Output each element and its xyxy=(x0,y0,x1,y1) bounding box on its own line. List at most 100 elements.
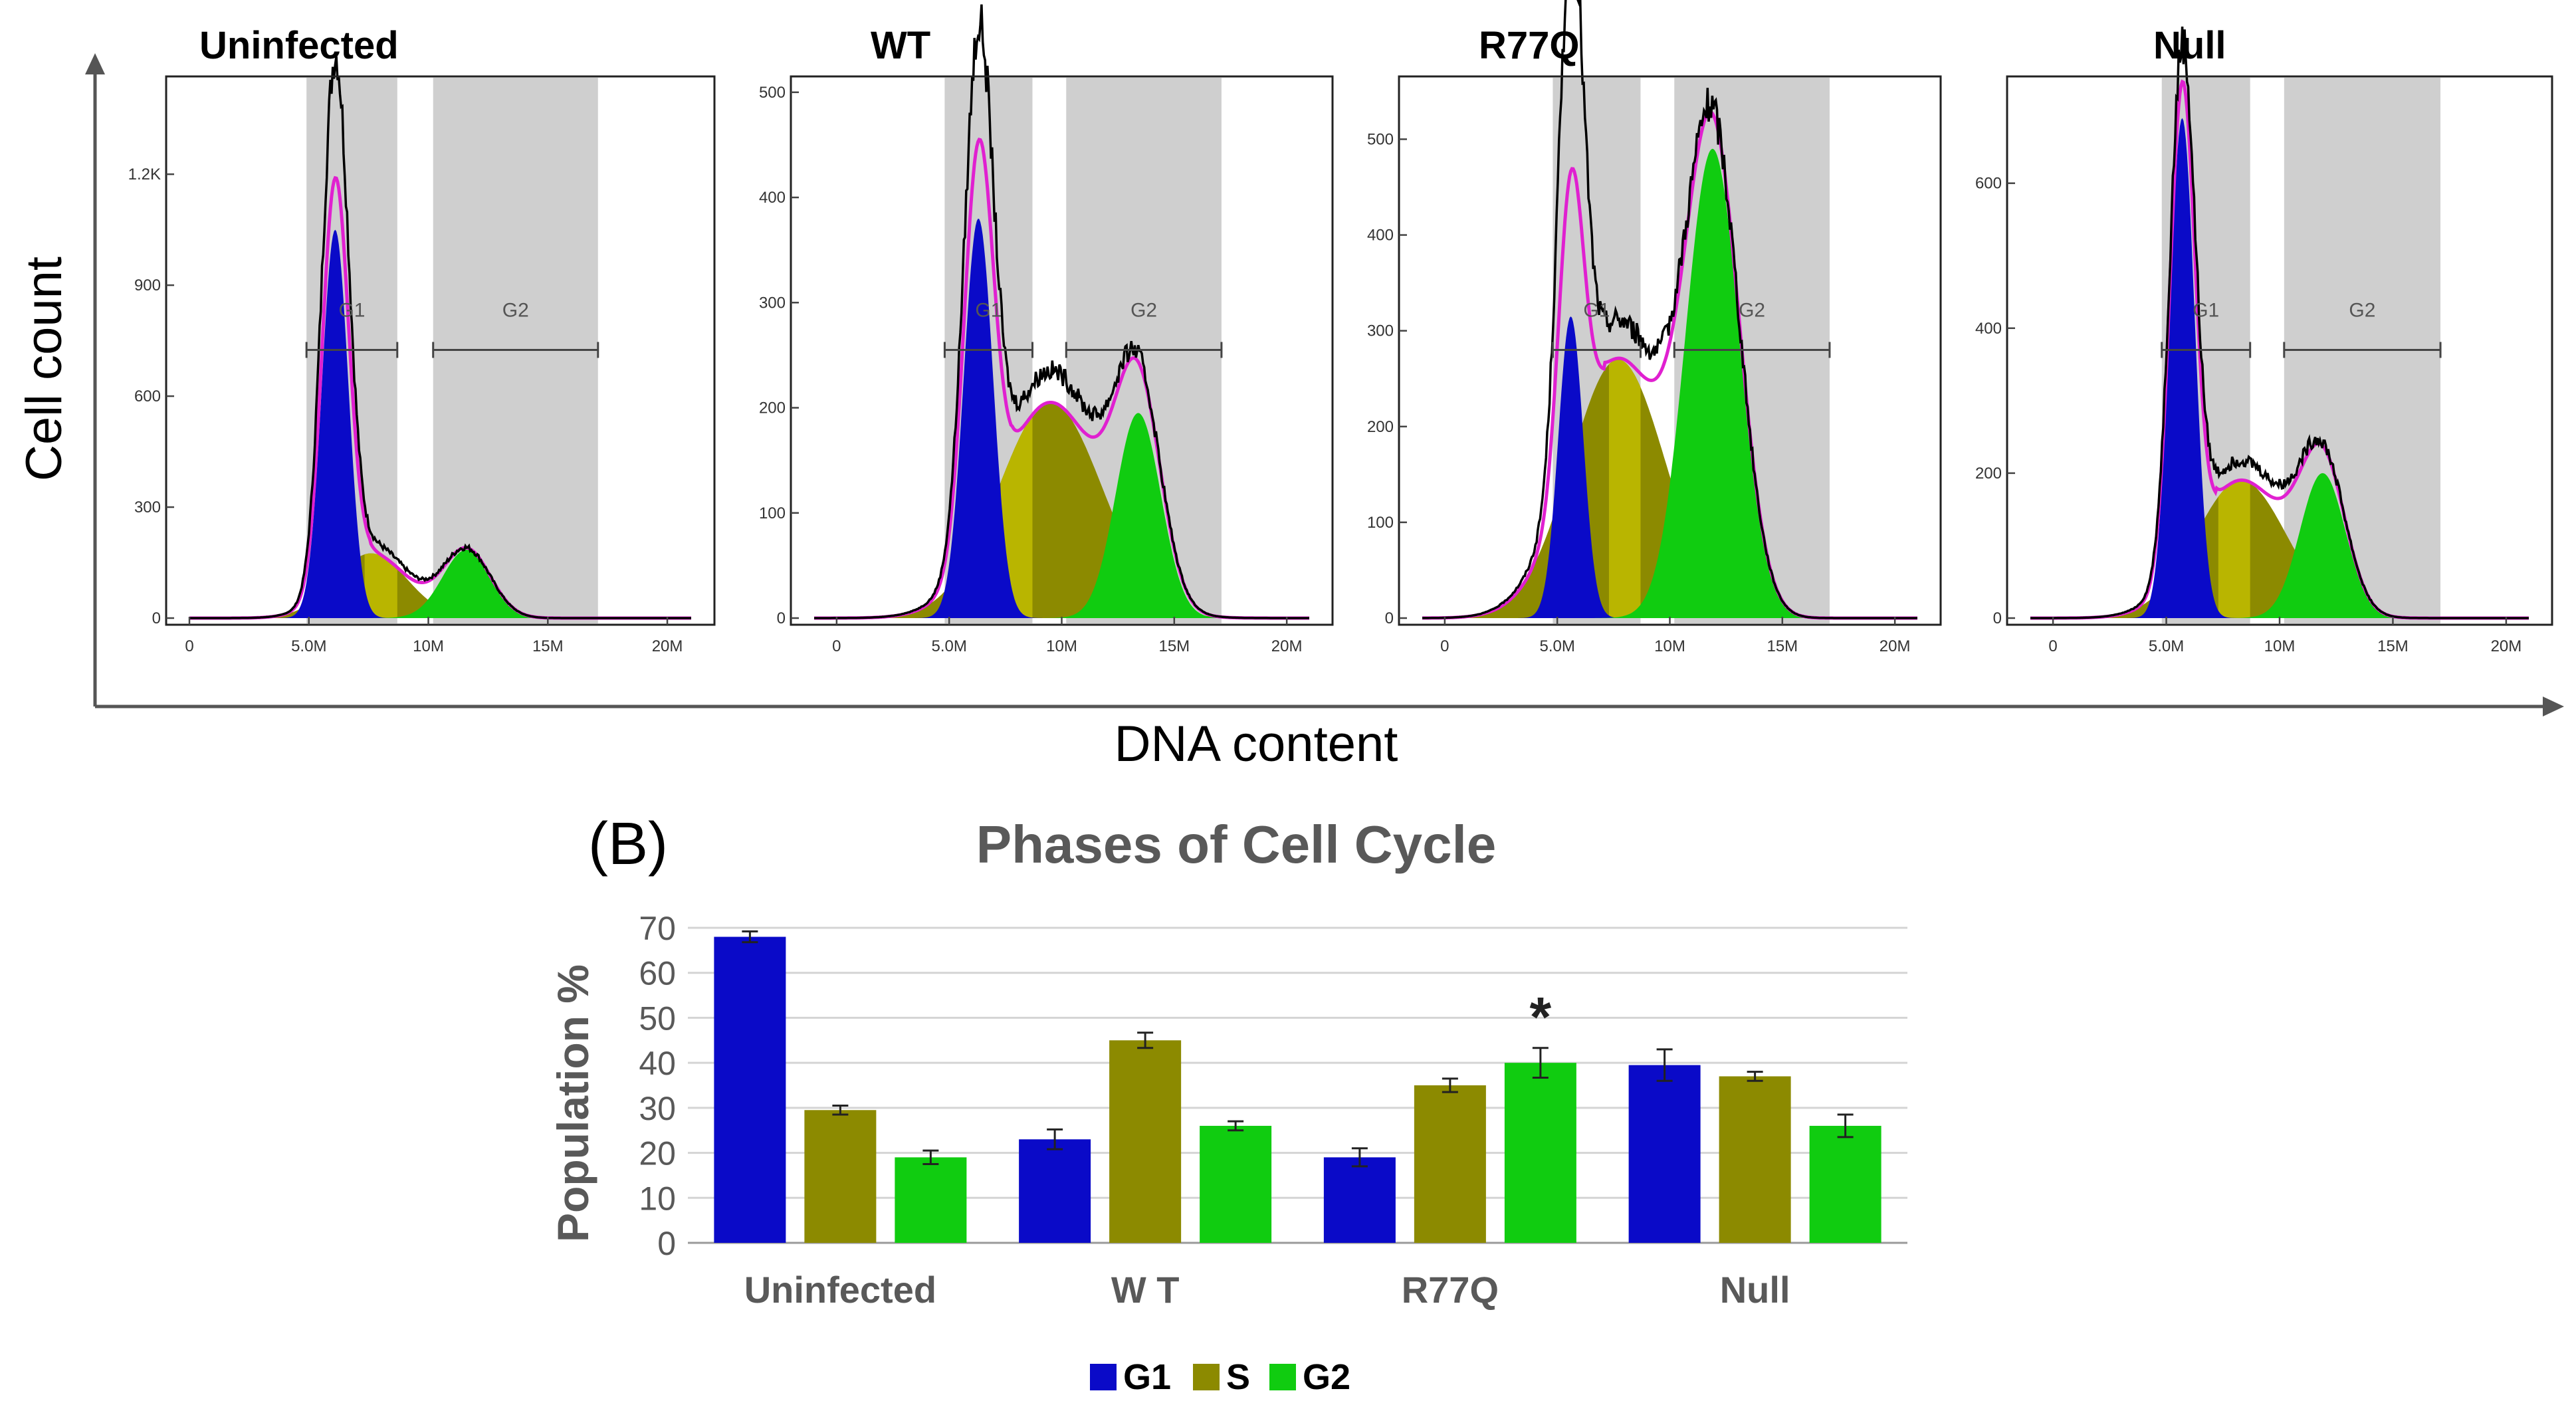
panel-a-x-axis-label: DNA content xyxy=(1115,716,1398,772)
y-tick-label: 500 xyxy=(759,84,786,102)
panel-a-y-axis-label: Cell count xyxy=(16,257,72,481)
x-tick-label: 0 xyxy=(832,637,841,655)
bar-chart-annotations: * xyxy=(1530,986,1552,1048)
y-tick-label: 100 xyxy=(1367,514,1394,532)
x-tick-label: 20M xyxy=(1271,637,1303,655)
legend-label-g1: G1 xyxy=(1123,1357,1171,1397)
x-tick-label: 20M xyxy=(652,637,683,655)
gate-g1-label: G1 xyxy=(1583,300,1610,322)
histogram-wt: WT G1 G2 0 100 200 300 400 500 0 5.0M 10M 15M 20M xyxy=(759,4,1334,655)
y-tick-label: 0 xyxy=(152,609,161,627)
bar-g1 xyxy=(714,936,786,1243)
y-tick-label: 500 xyxy=(1367,130,1394,148)
panel-b-title: Phases of Cell Cycle xyxy=(976,815,1497,874)
y-tick-label: 0 xyxy=(777,609,786,627)
legend-swatch-s xyxy=(1193,1364,1220,1390)
x-tick-label: 0 xyxy=(1440,637,1449,655)
y-tick-label: 900 xyxy=(134,276,161,294)
g1-phase-area xyxy=(189,229,691,619)
x-tick-label: 15M xyxy=(2377,637,2409,655)
s-phase-highlight xyxy=(2218,480,2250,618)
x-tick-label: 5.0M xyxy=(2149,637,2184,655)
bar-g2 xyxy=(1200,1125,1272,1243)
panel-a-x-axis-arrow xyxy=(2543,697,2564,716)
y-tick-label: 600 xyxy=(1975,175,2002,193)
bar-chart-bars xyxy=(714,930,1881,1243)
y-tick-label: 20 xyxy=(639,1135,676,1172)
x-category-label: W T xyxy=(1111,1269,1180,1311)
histogram-null: Null G1 G2 0 200 400 600 0 5.0M 10M 15M 20M xyxy=(1975,24,2553,655)
y-tick-label: 300 xyxy=(1367,322,1394,340)
x-tick-label: 5.0M xyxy=(291,637,326,655)
x-tick-label: 10M xyxy=(2264,637,2296,655)
y-tick-label: 0 xyxy=(657,1225,676,1262)
y-tick-label: 10 xyxy=(639,1180,676,1217)
x-tick-label: 5.0M xyxy=(1540,637,1575,655)
significance-asterisk: * xyxy=(1530,986,1552,1048)
y-tick-label: 70 xyxy=(639,910,676,947)
x-tick-label: 15M xyxy=(532,637,564,655)
raw-data-curve xyxy=(814,4,1309,619)
x-category-label: Null xyxy=(1720,1269,1790,1311)
bar-chart-legend: G1 S G2 xyxy=(1090,1357,1350,1397)
x-tick-label: 10M xyxy=(1046,637,1077,655)
x-tick-label: 15M xyxy=(1767,637,1798,655)
panel-a-axes: Cell count DNA content xyxy=(16,53,2564,772)
s-phase-area xyxy=(814,402,1309,618)
y-tick-label: 300 xyxy=(134,498,161,516)
histogram-title: Uninfected xyxy=(199,24,399,67)
y-tick-label: 1.2K xyxy=(128,165,161,183)
x-tick-label: 15M xyxy=(1158,637,1190,655)
gate-g2-label: G2 xyxy=(1739,300,1765,322)
bar-s xyxy=(1719,1076,1791,1243)
x-category-label: Uninfected xyxy=(744,1269,936,1311)
x-tick-label: 10M xyxy=(413,637,444,655)
gate-g2-label: G2 xyxy=(502,300,529,322)
gate-g1-label: G1 xyxy=(2193,300,2219,322)
bar-g1 xyxy=(1019,1139,1091,1243)
s-phase-highlight xyxy=(1608,359,1641,618)
y-tick-label: 200 xyxy=(1975,465,2002,483)
bar-chart-gridlines xyxy=(688,926,1907,1244)
y-tick-label: 300 xyxy=(759,294,786,312)
y-tick-label: 0 xyxy=(1385,609,1394,627)
x-tick-label: 20M xyxy=(2491,637,2522,655)
y-tick-label: 100 xyxy=(759,504,786,522)
bar-g2 xyxy=(1504,1063,1576,1243)
y-tick-label: 0 xyxy=(1993,609,2002,627)
bar-chart-y-ticks: 0 10 20 30 40 50 60 70 xyxy=(639,910,676,1262)
gate-g2-label: G2 xyxy=(2349,300,2375,322)
raw-data-curve xyxy=(189,56,691,619)
histogram-title: WT xyxy=(871,24,930,67)
raw-data-curve xyxy=(1422,0,1917,619)
x-tick-label: 5.0M xyxy=(932,637,967,655)
legend-label-s: S xyxy=(1226,1357,1250,1397)
legend-swatch-g1 xyxy=(1090,1364,1117,1390)
y-tick-label: 200 xyxy=(759,399,786,417)
histogram-frame xyxy=(165,75,716,626)
bar-g1 xyxy=(1323,1157,1396,1243)
panel-b: (B) Phases of Cell Cycle Population % 0 1… xyxy=(548,811,1907,1397)
y-tick-label: 600 xyxy=(134,387,161,405)
legend-swatch-g2 xyxy=(1269,1364,1296,1390)
x-tick-label: 20M xyxy=(1879,637,1911,655)
y-tick-label: 30 xyxy=(639,1090,676,1127)
histogram-title: Null xyxy=(2153,24,2226,67)
legend-label-g2: G2 xyxy=(1303,1357,1350,1397)
x-category-label: R77Q xyxy=(1402,1269,1499,1311)
bar-g1 xyxy=(1628,1065,1701,1243)
bar-s xyxy=(1414,1085,1486,1243)
bar-chart-x-labels: Uninfected W T R77Q Null xyxy=(744,1269,1790,1311)
panel-a-y-axis-arrow xyxy=(85,53,105,74)
x-tick-label: 0 xyxy=(2048,637,2057,655)
panel-b-label: (B) xyxy=(588,811,668,877)
gate-g2-label: G2 xyxy=(1130,300,1157,322)
y-tick-label: 400 xyxy=(1367,227,1394,245)
gate-g1-label: G1 xyxy=(338,300,365,322)
s-phase-area xyxy=(2030,480,2529,618)
gate-g1-label: G1 xyxy=(975,300,1002,322)
g2-phase-area xyxy=(1422,148,1917,618)
bar-s xyxy=(1109,1040,1182,1243)
